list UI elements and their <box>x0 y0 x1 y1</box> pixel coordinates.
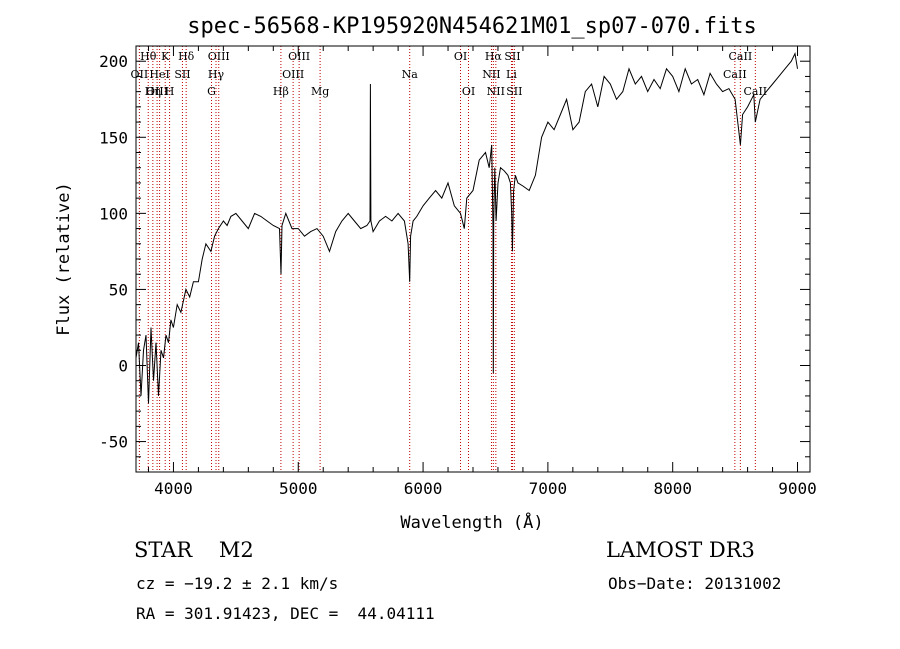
line-label: K <box>161 50 170 63</box>
sky-coordinates: RA = 301.91423, DEC = 44.04111 <box>136 604 435 623</box>
x-axis-label: Wavelength (Å) <box>400 511 543 533</box>
line-labels: Hθ OII OIII HeI Hη K H SII Hδ OIII Hγ G Hβ OIII OIII Mg… <box>131 50 768 98</box>
line-label: Mg <box>311 85 329 98</box>
line-label: OIII <box>282 68 304 81</box>
line-label: Hα <box>485 50 503 63</box>
line-label: CaII <box>723 68 747 81</box>
survey-name: LAMOST DR3 <box>606 538 755 562</box>
x-tick-label: 6000 <box>404 479 443 498</box>
line-label: OIII <box>208 50 230 63</box>
line-label: Hθ <box>140 50 157 63</box>
line-label: Hδ <box>178 50 195 63</box>
line-label: OII <box>131 68 149 81</box>
line-label: OI <box>462 85 475 98</box>
redshift-velocity: cz = −19.2 ± 2.1 km/s <box>136 574 339 593</box>
x-tick-label: 8000 <box>653 479 692 498</box>
line-label: Hη <box>145 85 161 98</box>
line-label: Hγ <box>208 68 225 81</box>
plot-frame <box>135 45 811 473</box>
y-tick-label: 50 <box>109 280 128 299</box>
line-label: OI <box>454 50 467 63</box>
spectrum-chart: spec-56568-KP195920N454621M01_sp07-070.f… <box>54 14 817 533</box>
line-label: CaII <box>729 50 753 63</box>
line-label: G <box>207 85 216 98</box>
x-tick-label: 9000 <box>778 479 817 498</box>
y-tick-label: 150 <box>99 128 128 147</box>
y-axis-label: Flux (relative) <box>54 182 74 336</box>
spectrum-series <box>135 51 798 404</box>
line-label: H <box>165 85 175 98</box>
object-classification: STAR M2 <box>134 538 254 562</box>
spectrum-line <box>135 51 798 404</box>
line-label: Hβ <box>273 85 289 98</box>
line-label: OIII <box>146 85 168 98</box>
line-label: Li <box>506 68 517 81</box>
line-label: SII <box>506 85 522 98</box>
line-label: SII <box>504 50 520 63</box>
y-tick-label: -50 <box>99 433 128 452</box>
x-tick-label: 5000 <box>279 479 318 498</box>
axis-ticks: 4000 5000 6000 7000 8000 9000 -50 0 50 100 150 200 <box>99 45 817 498</box>
observation-date: Obs−Date: 20131002 <box>608 574 782 593</box>
line-label: NII <box>482 68 500 81</box>
line-markers <box>138 46 756 472</box>
line-label: CaII <box>743 85 767 98</box>
line-label: OIII <box>288 50 310 63</box>
y-tick-label: 0 <box>118 357 128 376</box>
y-tick-label: 100 <box>99 204 128 223</box>
line-label: SII <box>174 68 190 81</box>
line-label: Na <box>402 68 419 81</box>
x-tick-label: 4000 <box>154 479 193 498</box>
x-tick-label: 7000 <box>529 479 568 498</box>
line-label: NII <box>487 85 505 98</box>
chart-title: spec-56568-KP195920N454621M01_sp07-070.f… <box>187 14 757 39</box>
line-label: HeI <box>149 68 169 81</box>
y-tick-label: 200 <box>99 52 128 71</box>
